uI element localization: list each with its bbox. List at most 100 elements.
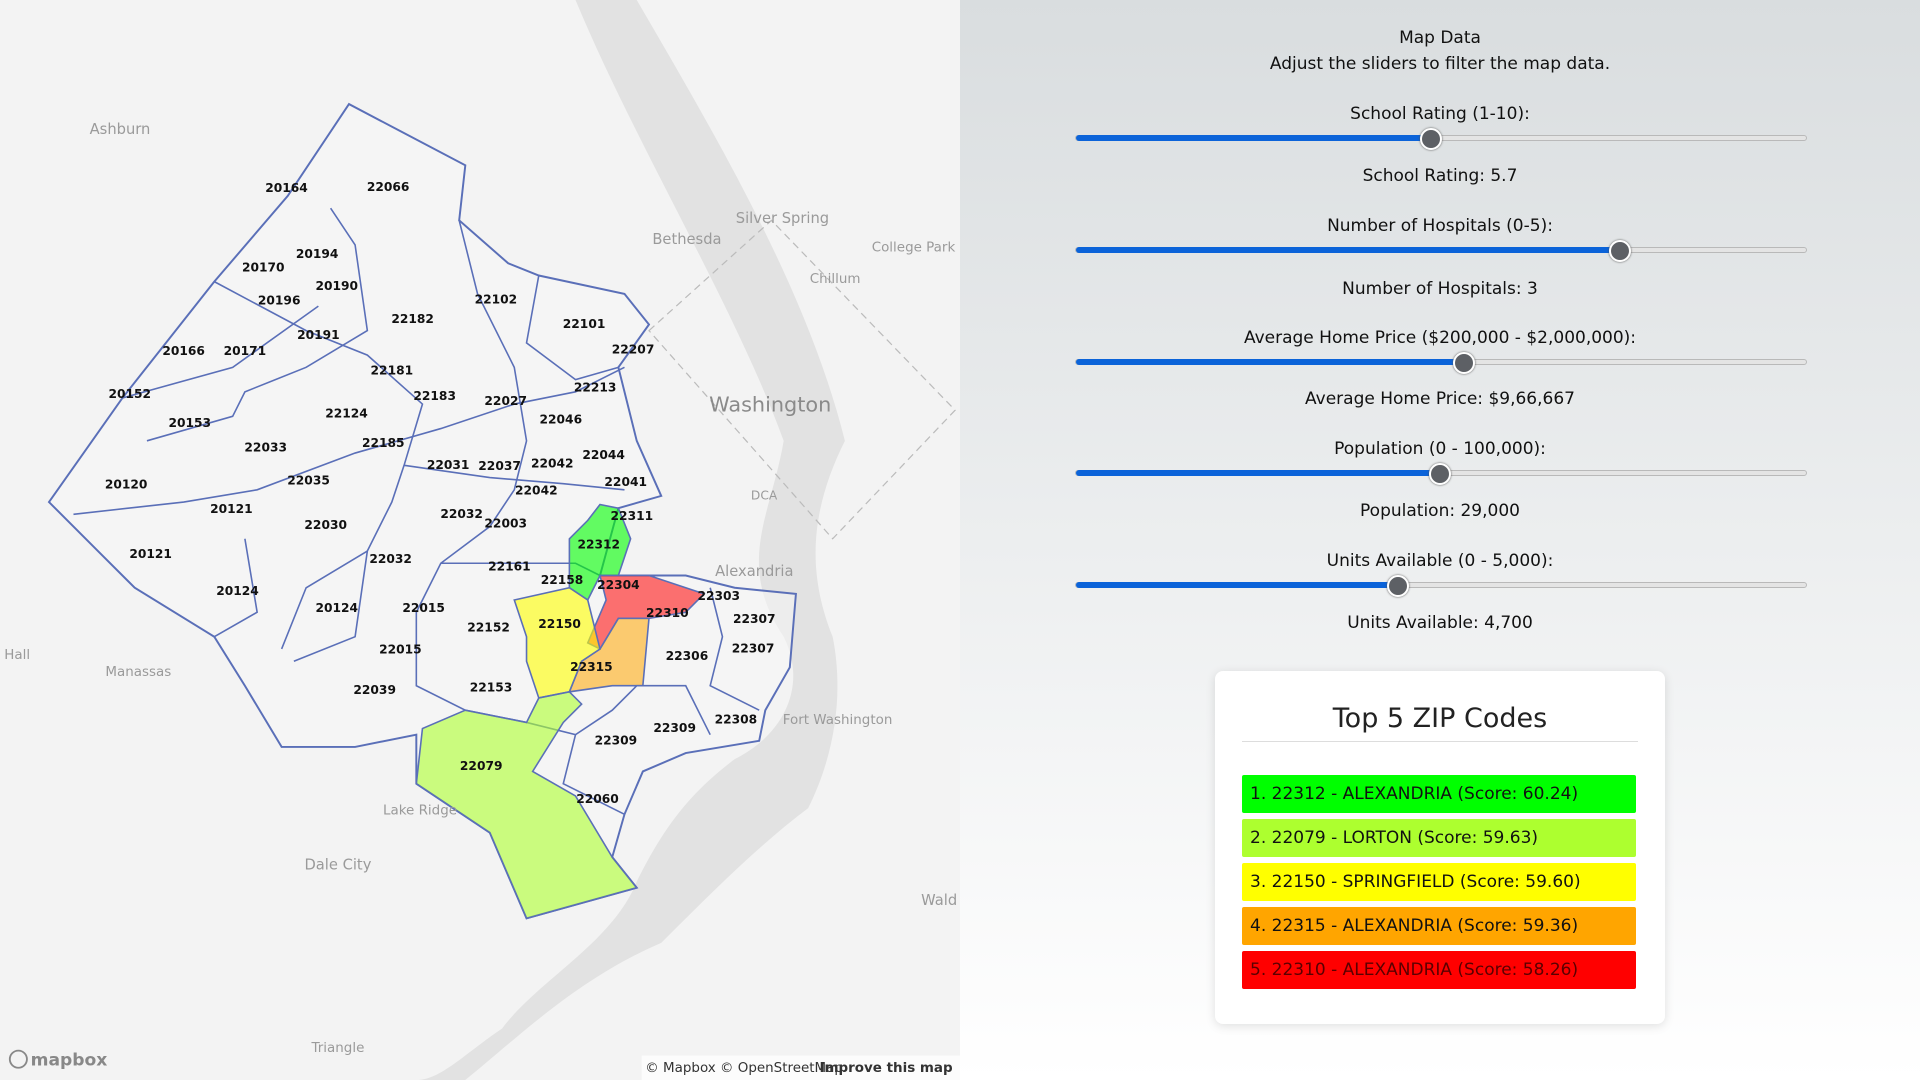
zip-label: 22035 [287, 474, 330, 488]
place-label: Chillum [810, 272, 861, 287]
slider[interactable] [1075, 128, 1807, 150]
zip-label: 22310 [646, 606, 689, 620]
zip-label: 22311 [611, 509, 654, 523]
zip-label: 22152 [467, 621, 510, 635]
zip-label: 20121 [129, 547, 172, 561]
slider-label: Population (0 - 100,000): [1334, 439, 1546, 459]
zip-label: 22032 [369, 552, 412, 566]
place-label: Washington [709, 392, 831, 416]
top5-item: 4. 22315 - ALEXANDRIA (Score: 59.36) [1242, 907, 1636, 945]
card-title: Top 5 ZIP Codes [1332, 703, 1548, 734]
zip-label: 22207 [612, 343, 655, 357]
map[interactable]: Ashburn Bethesda Silver Spring College P… [0, 0, 960, 1080]
zip-label: 22182 [391, 312, 434, 326]
divider [1242, 741, 1638, 742]
zip-label: 22312 [577, 537, 620, 551]
slider[interactable] [1075, 352, 1807, 374]
zip-label: 22315 [570, 660, 613, 674]
zip-label: 22185 [362, 436, 405, 450]
zip-label: 22124 [325, 406, 368, 420]
zip-label: 22046 [540, 413, 583, 427]
zip-borders [73, 207, 760, 815]
zip-label: 22027 [484, 394, 527, 408]
top5-item: 5. 22310 - ALEXANDRIA (Score: 58.26) [1242, 951, 1636, 989]
zip-label: 22213 [574, 381, 617, 395]
slider-knob[interactable] [1420, 128, 1443, 150]
slider-knob[interactable] [1387, 575, 1410, 597]
zip-label: 22030 [304, 518, 347, 532]
zip-label: 20164 [265, 181, 308, 195]
control-panel: Map Data Adjust the sliders to filter th… [960, 0, 1920, 1080]
zip-label: 20124 [216, 584, 259, 598]
slider[interactable] [1075, 240, 1807, 262]
zip-label: 22044 [582, 448, 625, 462]
zip-area[interactable] [513, 586, 601, 699]
place-label: College Park [872, 240, 956, 255]
zip-label: 22037 [478, 459, 521, 473]
top5-card: Top 5 ZIP Codes 1. 22312 - ALEXANDRIA (S… [1215, 671, 1665, 1024]
river [416, 0, 845, 1080]
zip-label: 22031 [427, 458, 470, 472]
place-label: Triangle [311, 1041, 365, 1056]
zip-area[interactable] [568, 503, 632, 602]
place-label: Dale City [305, 857, 372, 874]
zip-label: 22153 [470, 681, 513, 695]
zip-label: 22015 [379, 643, 422, 657]
place-label: Lake Ridge [383, 804, 457, 819]
attribution[interactable]: © Mapbox © OpenStreetMap [645, 1061, 843, 1076]
zip-label: 22003 [484, 517, 527, 531]
mapbox-logo[interactable]: mapbox [31, 1050, 108, 1070]
zip-label: 22079 [460, 759, 503, 773]
zip-label: 22066 [367, 180, 410, 194]
logo-icon [8, 1049, 28, 1069]
zip-label: 20196 [258, 294, 301, 308]
zip-label: 20121 [210, 502, 253, 516]
zip-label: 22042 [531, 457, 574, 471]
zip-label: 22181 [371, 364, 414, 378]
top5-item: 2. 22079 - LORTON (Score: 59.63) [1242, 819, 1636, 857]
zip-area[interactable] [415, 690, 639, 920]
place-label: Alexandria [715, 563, 793, 580]
zip-label: 22150 [538, 617, 581, 631]
slider[interactable] [1075, 575, 1807, 597]
zip-label: 22307 [732, 641, 775, 655]
slider-value: School Rating: 5.7 [1362, 166, 1518, 186]
place-label: Silver Spring [736, 210, 829, 227]
slider-label: Units Available (0 - 5,000): [1326, 551, 1554, 571]
slider-label: School Rating (1-10): [1350, 104, 1530, 124]
zip-label: 22039 [353, 683, 396, 697]
zip-label: 20124 [315, 601, 358, 615]
place-label: DCA [751, 488, 778, 502]
slider-knob[interactable] [1428, 463, 1451, 485]
improve-link[interactable]: Improve this map [819, 1061, 953, 1076]
zip-label: 22306 [666, 649, 709, 663]
zip-label: 20170 [242, 261, 285, 275]
place-label: Fort Washington [783, 713, 893, 728]
place-label: Manassas [105, 665, 171, 680]
zip-label: 22304 [597, 578, 640, 592]
zip-label: 22308 [715, 713, 758, 727]
zip-label: 22033 [244, 441, 287, 455]
slider-label: Number of Hospitals (0-5): [1327, 216, 1553, 236]
zip-label: 20153 [169, 416, 212, 430]
panel-title: Map Data [1399, 28, 1481, 48]
zip-label: 22307 [733, 612, 776, 626]
zip-label: 22032 [440, 507, 483, 521]
slider-value: Number of Hospitals: 3 [1342, 279, 1538, 299]
top5-item: 3. 22150 - SPRINGFIELD (Score: 59.60) [1242, 863, 1636, 901]
top5-item: 1. 22312 - ALEXANDRIA (Score: 60.24) [1242, 775, 1636, 813]
zip-label: 22042 [515, 484, 558, 498]
slider-knob[interactable] [1609, 240, 1632, 262]
map-svg: Ashburn Bethesda Silver Spring College P… [4, 0, 960, 1080]
zip-label: 22161 [488, 559, 531, 573]
place-label: Hall [4, 648, 30, 663]
zip-label: 20120 [105, 477, 148, 491]
slider-value: Population: 29,000 [1360, 501, 1520, 521]
slider[interactable] [1075, 463, 1807, 485]
zip-label: 22101 [563, 317, 606, 331]
slider-knob[interactable] [1452, 352, 1475, 374]
county-outline [47, 102, 797, 920]
zip-label: 20194 [296, 247, 339, 261]
zip-label: 22060 [576, 792, 619, 806]
